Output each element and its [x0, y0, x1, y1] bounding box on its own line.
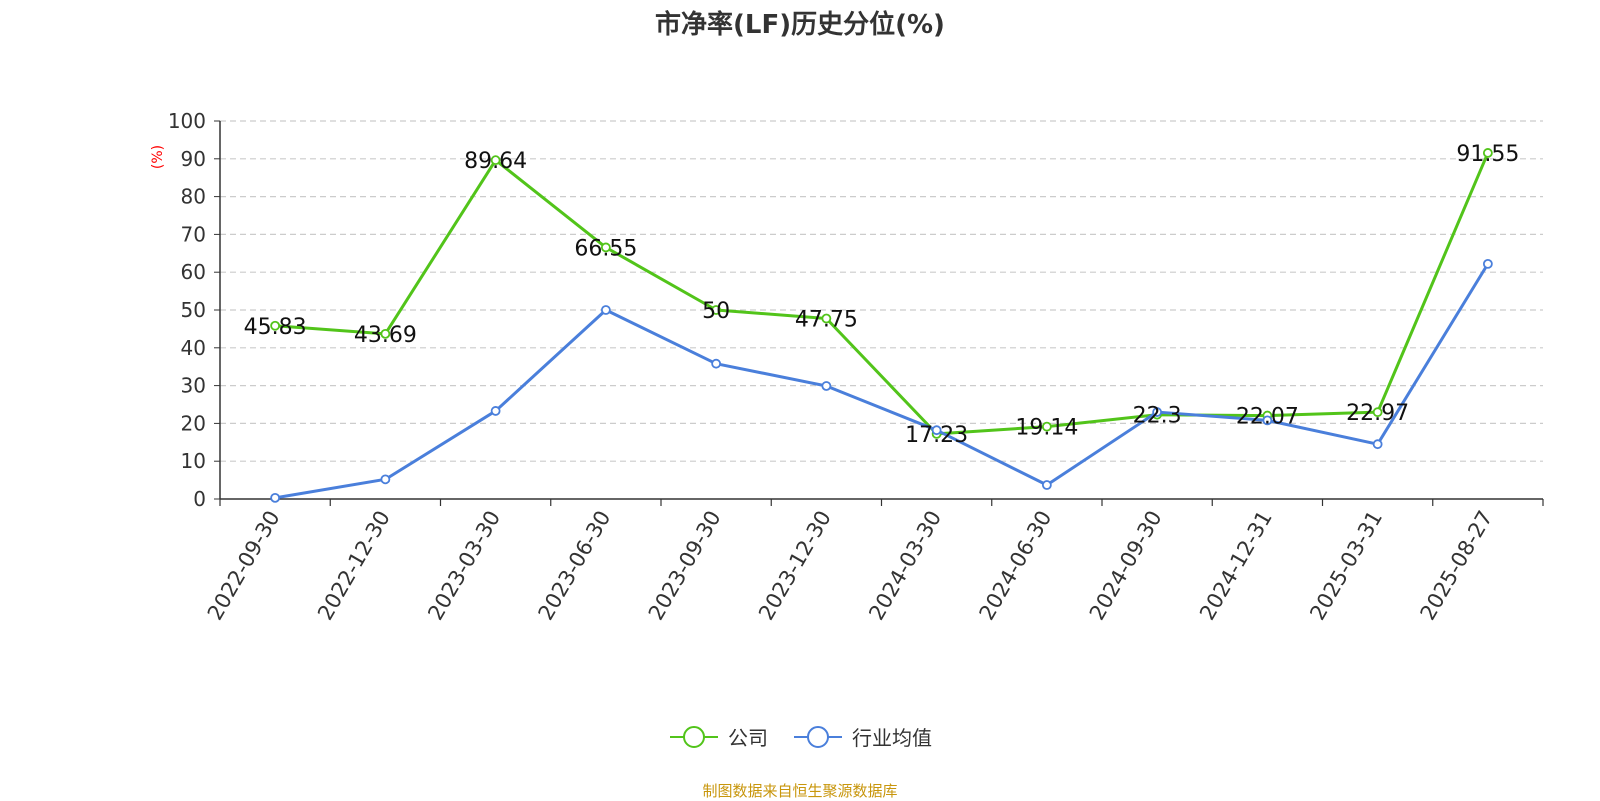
- data-label: 50: [702, 299, 730, 324]
- data-label: 22.97: [1346, 401, 1409, 426]
- y-tick-label: 60: [181, 260, 206, 284]
- data-point: [1041, 421, 1052, 432]
- data-label: 91.55: [1456, 142, 1519, 167]
- x-tick-label: 2024-12-31: [1195, 507, 1277, 625]
- x-tick-label: 2024-09-30: [1085, 507, 1167, 625]
- x-tick-label: 2022-12-30: [313, 507, 395, 625]
- x-tick-label: 2024-06-30: [975, 507, 1057, 625]
- legend-label-company: 公司: [728, 726, 768, 750]
- data-point: [1372, 439, 1383, 450]
- x-tick-label: 2024-03-30: [864, 507, 946, 625]
- x-tick-label: 2025-03-31: [1305, 507, 1387, 625]
- y-tick-label: 90: [181, 147, 206, 171]
- grid-lines: [220, 120, 1543, 462]
- data-point: [821, 381, 832, 391]
- x-tick-label: 2025-08-27: [1416, 507, 1498, 625]
- data-label: 43.69: [354, 323, 417, 348]
- data-point: [1482, 148, 1493, 158]
- legend-company-icon: [670, 725, 718, 748]
- data-label: 45.83: [244, 315, 307, 340]
- data-label: 47.75: [795, 308, 858, 333]
- data-point: [1152, 407, 1163, 417]
- y-tick-label: 50: [181, 298, 206, 322]
- x-tick-label: 2022-09-30: [203, 507, 285, 625]
- x-tick-label: 2023-03-30: [423, 507, 505, 625]
- data-labels: 45.83 43.69 89.64 66.55 50 47.75 17.23 19.14 22.…: [244, 142, 1520, 448]
- line-chart: 0 10 20 30 40 50 60 70 80 90 100(%) 2022-09-30 2022-…: [150, 109, 1544, 625]
- data-point: [600, 242, 611, 253]
- x-tick-label: 2023-06-30: [534, 507, 616, 625]
- series-line-1: [274, 263, 1490, 500]
- data-label: 17.23: [905, 423, 968, 448]
- y-tick-label: 0: [193, 487, 206, 511]
- data-point: [270, 492, 281, 503]
- legend-item-industry-average[interactable]: 行业均值: [792, 722, 932, 751]
- legend-industry-icon: [794, 725, 842, 748]
- legend-label-industry-average: 行业均值: [852, 726, 932, 750]
- data-point: [1372, 407, 1383, 418]
- data-point: [1482, 258, 1493, 269]
- data-point: [490, 155, 501, 166]
- series-lines: [270, 148, 1493, 503]
- data-point: [711, 358, 722, 369]
- data-label: 89.64: [464, 149, 527, 174]
- data-point: [600, 305, 611, 315]
- y-axis-label: (%): [150, 145, 166, 169]
- x-tick-label: 2023-09-30: [644, 507, 726, 625]
- data-point: [711, 305, 722, 315]
- series-line-0: [275, 152, 1490, 436]
- y-tick-label: 80: [181, 185, 206, 209]
- data-point: [380, 474, 391, 485]
- data-source-note: 制图数据来自恒生聚源数据库: [702, 782, 898, 800]
- x-tick-label: 2023-12-30: [754, 507, 836, 625]
- data-label: 19.14: [1015, 416, 1078, 441]
- legend-item-company[interactable]: 公司: [668, 722, 768, 751]
- data-point: [821, 313, 832, 324]
- y-tick-label: 100: [168, 109, 206, 133]
- chart-title: 市净率(LF)历史分位(%): [655, 10, 945, 40]
- data-point: [380, 328, 391, 339]
- axes: 0 10 20 30 40 50 60 70 80 90 100(%) 2022-09-30 2022-…: [150, 109, 1544, 625]
- data-point: [270, 320, 281, 331]
- data-point: [490, 406, 501, 416]
- data-label: 66.55: [574, 236, 637, 261]
- legend: 公司 行业均值: [0, 722, 1600, 751]
- data-label: 22.07: [1236, 405, 1299, 430]
- y-tick-label: 40: [181, 336, 206, 360]
- data-label: 22.3: [1133, 404, 1182, 429]
- y-tick-label: 30: [181, 374, 206, 398]
- y-tick-label: 70: [181, 222, 206, 246]
- data-point: [1262, 415, 1273, 426]
- y-tick-label: 10: [181, 449, 206, 473]
- y-tick-label: 20: [181, 411, 206, 435]
- data-point: [931, 425, 942, 436]
- data-point: [1041, 480, 1052, 490]
